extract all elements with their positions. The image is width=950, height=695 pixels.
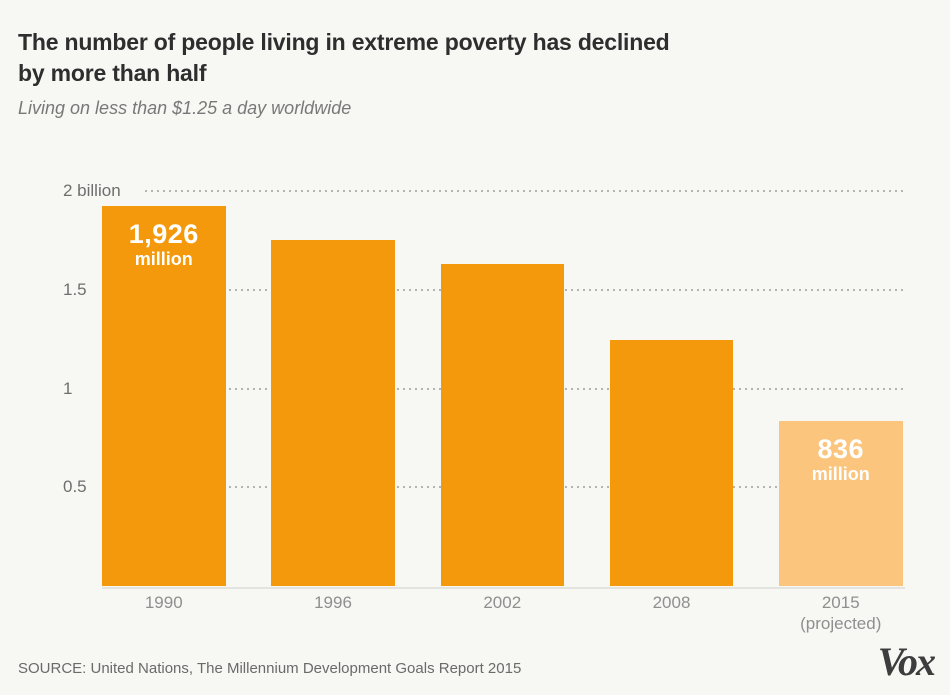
x-axis-label-2008: 2008: [602, 592, 742, 613]
bar-2008: [609, 340, 734, 586]
x-axis-projected-note: (projected): [800, 614, 882, 633]
x-axis-year: 2015: [821, 593, 860, 612]
chart-title-line1: The number of people living in extreme p…: [18, 29, 670, 55]
x-axis-year: 1990: [144, 593, 183, 612]
x-axis-line: [102, 587, 905, 589]
x-axis-year: 2008: [652, 593, 691, 612]
gridline-2-billion: [145, 190, 905, 192]
bar-2015-projected: 836 million: [779, 420, 903, 586]
bar-1990: 1,926 million: [102, 205, 226, 586]
source-note: SOURCE: United Nations, The Millennium D…: [18, 660, 522, 677]
bar-value: 1,926: [128, 218, 199, 249]
y-axis-tick-label: 2 billion: [63, 181, 121, 200]
bar-value: 836: [817, 433, 865, 464]
x-axis-label-2015: 2015 (projected): [771, 592, 911, 634]
x-axis-year: 2002: [483, 593, 522, 612]
bar-value-label-1990: 1,926 million: [102, 206, 226, 270]
chart-title-line2: by more than half: [18, 60, 207, 86]
y-axis-tick-label: 0.5: [63, 477, 87, 497]
chart-title: The number of people living in extreme p…: [18, 27, 818, 89]
bar-1996: [271, 240, 395, 586]
bar-value-unit: million: [134, 248, 193, 269]
x-axis-label-1990: 1990: [94, 592, 234, 613]
y-axis-tick-label: 1: [63, 378, 73, 398]
y-axis-tick-label: 1.5: [63, 279, 87, 299]
bar-value-label-2015: 836 million: [779, 421, 903, 485]
x-axis-year: 1996: [314, 593, 352, 612]
bar-value-unit: million: [811, 463, 870, 484]
bar-2002: [440, 264, 564, 586]
x-axis-label-2002: 2002: [432, 592, 572, 613]
vox-logo: Vox: [877, 639, 936, 684]
x-axis-label-1996: 1996: [263, 592, 403, 613]
chart-subtitle: Living on less than $1.25 a day worldwid…: [18, 98, 352, 118]
